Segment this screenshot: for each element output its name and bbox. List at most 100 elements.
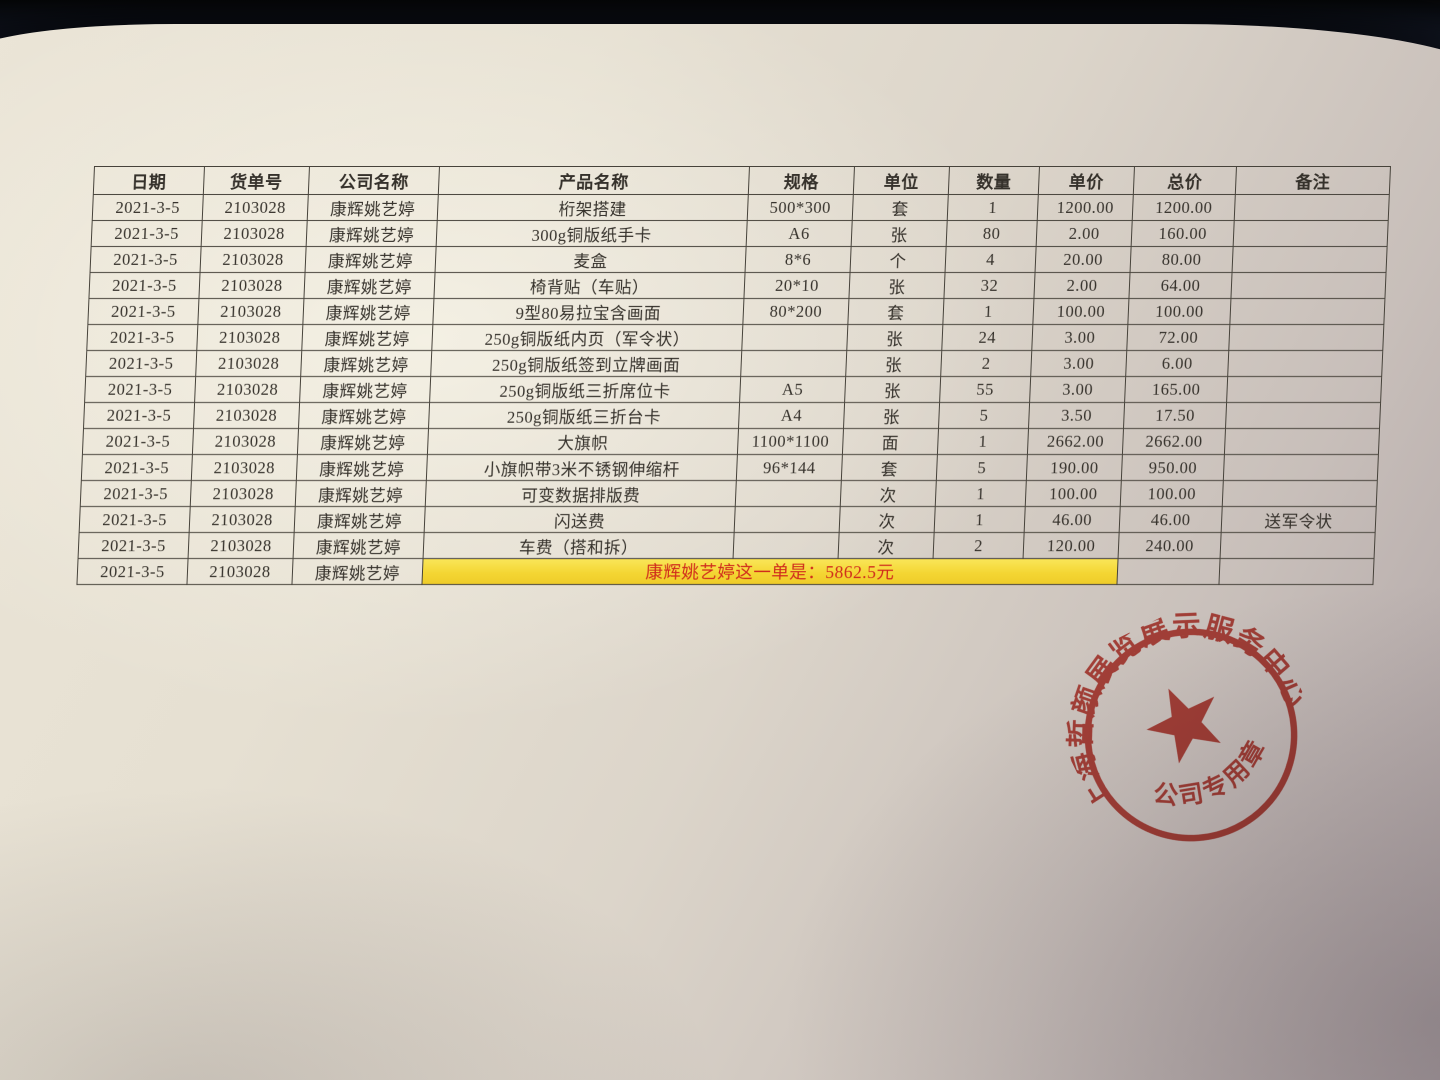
invoice-table-area: 日期 货单号 公司名称 产品名称 规格 单位 数量 单价 总价 备注 2021-3-5 210302… [76,166,1391,585]
summary-order-no-cell: 2103028 [186,558,294,585]
table-cell: 55 [939,376,1031,403]
table-cell [735,480,842,507]
table-cell: 2103028 [189,506,296,533]
table-cell: 100.00 [1032,298,1129,325]
invoice-table: 日期 货单号 公司名称 产品名称 规格 单位 数量 单价 总价 备注 2021-3-5 210302… [76,166,1391,585]
table-cell [1227,350,1383,377]
header-cell: 单价 [1038,166,1135,195]
table-cell: 5 [936,454,1028,481]
table-cell: 1 [937,428,1029,455]
table-cell: 2.00 [1033,272,1131,299]
table-cell: 2021-3-5 [82,428,194,455]
table-cell: 64.00 [1128,272,1233,299]
table-cell: 2103028 [188,532,295,559]
table-cell: 康辉姚艺婷 [301,324,433,351]
table-cell: 康辉姚艺婷 [296,454,428,481]
table-cell: 2021-3-5 [91,220,203,247]
table-row: 2021-3-5 2103028 康辉姚艺婷 车费（搭和拆） 次 2 120.00 240.0… [78,532,1376,559]
summary-row: 2021-3-5 2103028 康辉姚艺婷 康辉姚艺婷这一单是：5862.5元 [76,558,1375,585]
table-row: 2021-3-5 2103028 康辉姚艺婷 麦盒 8*6 个 4 20.00 80.00 [90,246,1388,273]
table-row: 2021-3-5 2103028 康辉姚艺婷 250g铜版纸三折台卡 A4 张 5 3.50 1… [83,402,1381,429]
header-cell: 数量 [948,166,1040,195]
table-cell: 2103028 [191,454,298,481]
table-cell: 大旗帜 [427,428,739,455]
table-cell: 46.00 [1024,506,1121,533]
table-cell: 康辉姚艺婷 [294,506,426,533]
company-stamp: 上海哲颜展览展示服务中心 公司专用章 [1032,576,1318,842]
table-row: 2021-3-5 2103028 康辉姚艺婷 椅背贴（车贴） 20*10 张 32 2.00 6… [88,272,1387,299]
table-cell: 2103028 [198,272,306,299]
table-cell: 3.00 [1029,376,1126,403]
table-cell: 1200.00 [1132,194,1236,221]
table-cell: 250g铜版纸三折台卡 [428,402,740,429]
table-cell: 1100*1100 [737,428,844,455]
table-cell: 康辉姚艺婷 [302,298,434,325]
table-cell: 2021-3-5 [79,506,191,533]
table-cell: 2.00 [1036,220,1133,247]
table-cell: 面 [842,428,939,455]
header-row: 日期 货单号 公司名称 产品名称 规格 单位 数量 单价 总价 备注 [93,166,1391,195]
table-cell: 80*200 [742,298,849,325]
table-cell: 康辉姚艺婷 [295,480,427,507]
table-cell: 500*300 [747,194,854,221]
table-row: 2021-3-5 2103028 康辉姚艺婷 闪送费次 1 46.00 46.00 送军令状 [79,506,1377,533]
summary-date-cell: 2021-3-5 [76,558,189,585]
table-cell: 康辉姚艺婷 [300,350,432,377]
table-cell: 2103028 [193,402,300,429]
table-cell: 250g铜版纸签到立牌画面 [430,350,742,377]
table-cell: 桁架搭建 [437,194,749,221]
table-cell: 康辉姚艺婷 [298,402,430,429]
table-cell: 190.00 [1026,454,1123,481]
table-cell: 张 [851,220,948,247]
table-cell: A4 [738,402,845,429]
stamp-ring-circle [1084,628,1298,842]
table-cell: 2 [933,532,1025,559]
table-cell: 96*144 [736,454,843,481]
table-cell: 2103028 [194,376,301,403]
table-cell: 8*6 [745,246,852,273]
table-row: 2021-3-5 2103028 康辉姚艺婷 250g铜版纸三折席位卡 A5 张 55 3.0… [84,376,1382,403]
table-cell: 2 [940,350,1032,377]
table-cell: 次 [839,506,936,533]
table-cell: 闪送费 [424,506,736,533]
table-cell: 1200.00 [1037,194,1134,221]
table-cell: 2021-3-5 [78,532,190,559]
table-cell: 100.00 [1120,480,1224,507]
table-row: 2021-3-5 2103028 康辉姚艺婷 可变数据排版费次 1 100.00 100.0… [80,480,1378,507]
table-cell: 80 [946,220,1038,247]
table-cell: 3.00 [1031,324,1128,351]
table-cell: 麦盒 [435,246,747,273]
table-cell: 2662.00 [1027,428,1124,455]
table-cell: 165.00 [1124,376,1228,403]
table-cell [1224,428,1380,455]
table-cell: 套 [852,194,949,221]
table-cell: 100.00 [1025,480,1122,507]
table-cell: 康辉姚艺婷 [307,194,439,221]
table-cell: 240.00 [1118,532,1222,559]
table-cell: 120.00 [1023,532,1120,559]
table-cell: 张 [845,350,942,377]
summary-company-cell: 康辉姚艺婷 [291,558,424,585]
table-body: 2021-3-5 2103028 康辉姚艺婷 桁架搭建 500*300 套 1 1200.00… [78,194,1390,559]
header-cell: 备注 [1235,166,1391,195]
table-cell: 张 [848,272,946,299]
table-cell: 3.00 [1030,350,1127,377]
table-cell: 32 [943,272,1036,299]
table-cell: 17.50 [1123,402,1227,429]
table-cell: 5 [938,402,1030,429]
table-cell: 2021-3-5 [86,324,198,351]
table-cell: 车费（搭和拆） [423,532,735,559]
table-row: 2021-3-5 2103028 康辉姚艺婷 250g铜版纸内页（军令状） 张 24 3.0… [86,324,1384,351]
table-cell: 2103028 [200,246,307,273]
table-cell [741,324,848,351]
table-cell: A5 [739,376,846,403]
header-cell: 货单号 [203,166,310,195]
table-cell: 46.00 [1119,506,1223,533]
table-cell: 950.00 [1121,454,1225,481]
table-cell: 24 [941,324,1033,351]
table-cell: 2103028 [192,428,299,455]
table-cell [1223,454,1379,481]
table-cell: A6 [746,220,853,247]
table-cell: 20.00 [1035,246,1132,273]
